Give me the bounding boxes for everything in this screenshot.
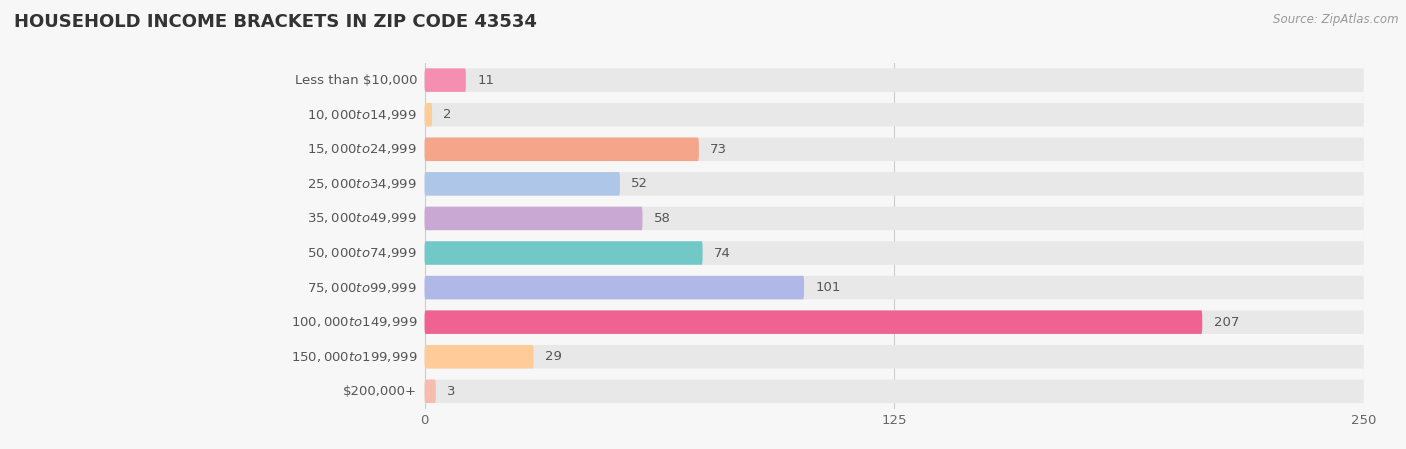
- FancyBboxPatch shape: [425, 276, 804, 299]
- FancyBboxPatch shape: [425, 276, 1364, 299]
- Text: 73: 73: [710, 143, 727, 156]
- FancyBboxPatch shape: [425, 103, 432, 127]
- FancyBboxPatch shape: [425, 68, 465, 92]
- Text: 58: 58: [654, 212, 671, 225]
- Text: Source: ZipAtlas.com: Source: ZipAtlas.com: [1274, 13, 1399, 26]
- Text: $150,000 to $199,999: $150,000 to $199,999: [291, 350, 418, 364]
- FancyBboxPatch shape: [425, 241, 703, 265]
- Text: 3: 3: [447, 385, 456, 398]
- FancyBboxPatch shape: [425, 310, 1364, 334]
- FancyBboxPatch shape: [425, 310, 1202, 334]
- Text: $10,000 to $14,999: $10,000 to $14,999: [308, 108, 418, 122]
- FancyBboxPatch shape: [425, 345, 533, 369]
- FancyBboxPatch shape: [425, 207, 1364, 230]
- FancyBboxPatch shape: [425, 379, 1364, 403]
- Text: $50,000 to $74,999: $50,000 to $74,999: [308, 246, 418, 260]
- FancyBboxPatch shape: [425, 137, 1364, 161]
- Text: $100,000 to $149,999: $100,000 to $149,999: [291, 315, 418, 329]
- FancyBboxPatch shape: [425, 207, 643, 230]
- FancyBboxPatch shape: [425, 172, 1364, 196]
- Text: HOUSEHOLD INCOME BRACKETS IN ZIP CODE 43534: HOUSEHOLD INCOME BRACKETS IN ZIP CODE 43…: [14, 13, 537, 31]
- Text: 11: 11: [477, 74, 494, 87]
- Text: $15,000 to $24,999: $15,000 to $24,999: [308, 142, 418, 156]
- Text: 207: 207: [1213, 316, 1239, 329]
- Text: Less than $10,000: Less than $10,000: [294, 74, 418, 87]
- FancyBboxPatch shape: [425, 103, 1364, 127]
- Text: 52: 52: [631, 177, 648, 190]
- FancyBboxPatch shape: [425, 172, 620, 196]
- Text: 74: 74: [714, 247, 731, 260]
- FancyBboxPatch shape: [425, 68, 1364, 92]
- FancyBboxPatch shape: [425, 379, 436, 403]
- FancyBboxPatch shape: [425, 345, 1364, 369]
- FancyBboxPatch shape: [425, 241, 1364, 265]
- Text: $75,000 to $99,999: $75,000 to $99,999: [308, 281, 418, 295]
- FancyBboxPatch shape: [425, 137, 699, 161]
- Text: $200,000+: $200,000+: [343, 385, 418, 398]
- Text: 101: 101: [815, 281, 841, 294]
- Text: 29: 29: [544, 350, 561, 363]
- Text: $25,000 to $34,999: $25,000 to $34,999: [308, 177, 418, 191]
- Text: $35,000 to $49,999: $35,000 to $49,999: [308, 211, 418, 225]
- Text: 2: 2: [443, 108, 451, 121]
